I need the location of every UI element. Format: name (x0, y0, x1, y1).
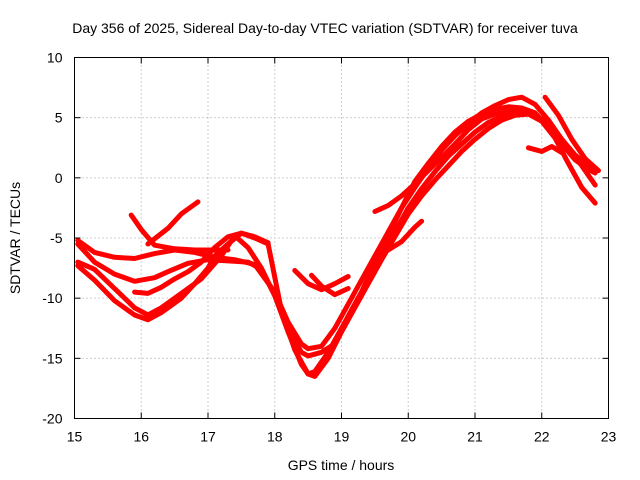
series-line-track-6 (132, 230, 271, 296)
series-line-track-10 (372, 107, 545, 214)
x-tick-label: 17 (200, 429, 216, 445)
y-tick-label: -5 (50, 230, 63, 246)
series-line-track-9 (309, 272, 351, 298)
chart-title: Day 356 of 2025, Sidereal Day-to-day VTE… (72, 20, 578, 36)
x-axis-label: GPS time / hours (288, 457, 395, 473)
x-tick-label: 21 (467, 429, 483, 445)
series-line-track-7 (145, 199, 201, 247)
y-axis-label: SDTVAR / TECUs (7, 182, 23, 294)
y-tick-label: -15 (42, 350, 62, 366)
y-tick-label: 10 (47, 50, 63, 66)
series-line-track-12 (525, 144, 565, 156)
y-tick-label: 5 (55, 110, 63, 126)
y-tick-label: -20 (42, 411, 62, 427)
y-tick-label: -10 (42, 290, 62, 306)
x-tick-label: 19 (334, 429, 350, 445)
y-tick-label: 0 (55, 170, 63, 186)
x-tick-label: 23 (601, 429, 617, 445)
series-line-track-11 (375, 218, 425, 259)
x-tick-label: 18 (267, 429, 283, 445)
axis-ticks: 15 16 17 18 19 20 21 22 23 -20 -15 -10 -5 0 5 10 (42, 50, 616, 445)
x-tick-label: 15 (67, 429, 83, 445)
series-line-track-8 (292, 268, 351, 293)
x-tick-label: 22 (534, 429, 550, 445)
x-tick-label: 20 (400, 429, 416, 445)
series-line-track-4 (75, 111, 598, 379)
x-tick-label: 16 (133, 429, 149, 445)
series-line-track-13 (542, 94, 601, 174)
data-series (75, 94, 601, 379)
